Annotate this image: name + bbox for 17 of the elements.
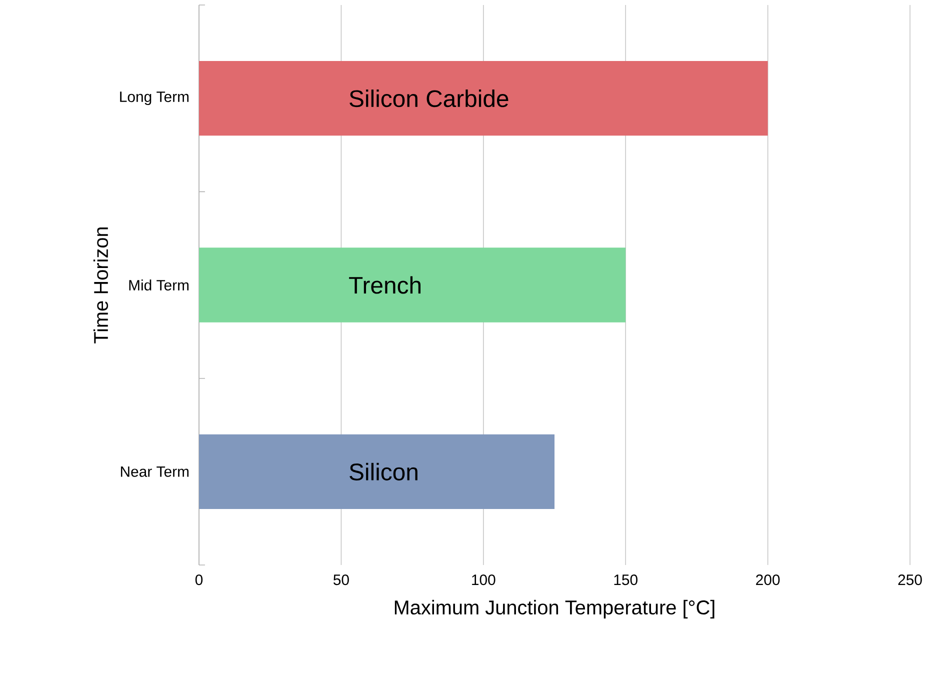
x-tick-label: 250 — [898, 574, 922, 586]
x-tick-label: 0 — [195, 574, 203, 586]
x-tick-label: 100 — [472, 574, 496, 586]
bar — [199, 61, 768, 136]
x-tick-label: 150 — [614, 574, 638, 586]
y-axis-title: Time Horizon — [93, 227, 108, 344]
y-tick-label: Long Term — [120, 92, 189, 106]
bar — [199, 434, 555, 510]
x-tick-label: 200 — [756, 574, 780, 586]
bar — [199, 248, 626, 322]
annotation: Trench — [349, 276, 421, 294]
x-tick-label: 50 — [333, 574, 349, 586]
annotation: Silicon — [350, 462, 418, 480]
y-tick-label: Near Term — [120, 466, 189, 477]
x-axis-title: Maximum Junction Temperature [°C] — [394, 600, 714, 618]
annotation: Silicon Carbide — [350, 90, 508, 108]
y-tick-label: Mid Term — [129, 280, 189, 290]
